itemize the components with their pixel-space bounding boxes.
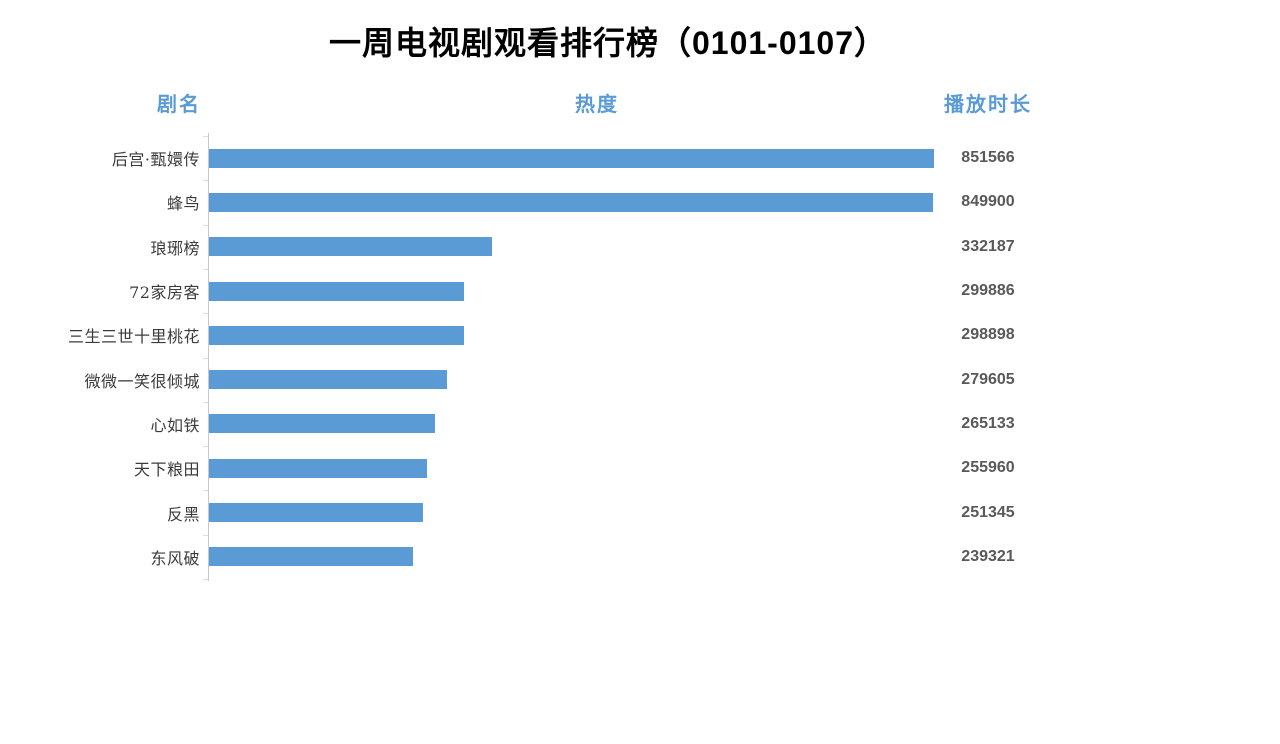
bar-track [209,535,1280,579]
play-duration-value: 298898 [961,326,1015,344]
chart-row: 反黑 251345 [0,490,1280,534]
column-headers: 剧名 热度 播放时长 [0,88,1280,116]
heat-bar [209,237,492,257]
drama-name-label: 反黑 [166,504,200,524]
play-duration-value: 849900 [961,193,1015,211]
drama-name-label: 东风破 [150,548,200,568]
chart-row: 琅琊榜 332187 [0,225,1280,269]
heat-bar [209,192,933,212]
y-axis-line [208,133,209,581]
heat-bar [209,281,465,301]
heat-bar [209,325,464,345]
bar-chart: 后宫·甄嬛传 851566 蜂鸟 849900 琅琊榜 332187 72家房客 299886… [0,133,1280,581]
axis-tick [203,490,208,492]
column-header-play-duration: 播放时长 [944,94,1032,116]
play-duration-value: 851566 [961,149,1015,167]
chart-row: 三生三世十里桃花 298898 [0,313,1280,357]
bar-track [209,225,1280,269]
drama-name-label: 天下粮田 [133,460,200,480]
axis-tick [203,268,208,270]
heat-bar [209,414,435,434]
drama-name-label: 蜂鸟 [166,194,200,214]
heat-bar [209,547,413,567]
play-duration-value: 332187 [961,237,1015,255]
drama-name-label: 心如铁 [150,415,200,435]
play-duration-value: 255960 [961,459,1015,477]
chart-rows: 后宫·甄嬛传 851566 蜂鸟 849900 琅琊榜 332187 72家房客 299886… [0,133,1280,579]
chart-row: 蜂鸟 849900 [0,180,1280,224]
axis-tick [203,180,208,182]
drama-name-label: 微微一笑很倾城 [84,371,200,391]
chart-title: 一周电视剧观看排行榜（0101-0107） [328,25,888,61]
drama-name-label: 后宫·甄嬛传 [111,150,200,170]
play-duration-value: 251345 [961,503,1015,521]
chart-row: 微微一笑很倾城 279605 [0,357,1280,401]
chart-row: 东风破 239321 [0,535,1280,579]
bar-track [209,357,1280,401]
chart-page: { "colors": { "bar": "#5B9BD5", "header_… [0,24,1280,744]
play-duration-value: 265133 [961,414,1015,432]
heat-bar [209,458,427,478]
bar-track [209,402,1280,446]
axis-tick [203,357,208,359]
play-duration-value: 299886 [961,282,1015,300]
axis-tick [203,446,208,448]
drama-name-label: 72家房客 [129,283,200,303]
axis-tick [203,224,208,226]
bar-track [209,313,1280,357]
bar-track [209,180,1280,224]
axis-tick [203,579,208,580]
bar-track [209,446,1280,490]
column-header-drama-name: 剧名 [157,94,201,116]
axis-tick [203,136,208,137]
heat-bar [209,503,423,523]
chart-row: 后宫·甄嬛传 851566 [0,136,1280,180]
drama-name-label: 三生三世十里桃花 [67,327,200,347]
bar-track [209,269,1280,313]
heat-bar [209,370,447,390]
column-header-heat: 热度 [575,94,619,116]
chart-row: 72家房客 299886 [0,269,1280,313]
bar-track [209,490,1280,534]
play-duration-value: 279605 [961,370,1015,388]
play-duration-value: 239321 [961,547,1015,565]
chart-row: 心如铁 265133 [0,402,1280,446]
bar-track [209,136,1280,180]
chart-row: 天下粮田 255960 [0,446,1280,490]
drama-name-label: 琅琊榜 [150,238,200,258]
axis-tick [203,313,208,315]
axis-tick [203,534,208,536]
axis-tick [203,401,208,403]
heat-bar [209,148,934,168]
